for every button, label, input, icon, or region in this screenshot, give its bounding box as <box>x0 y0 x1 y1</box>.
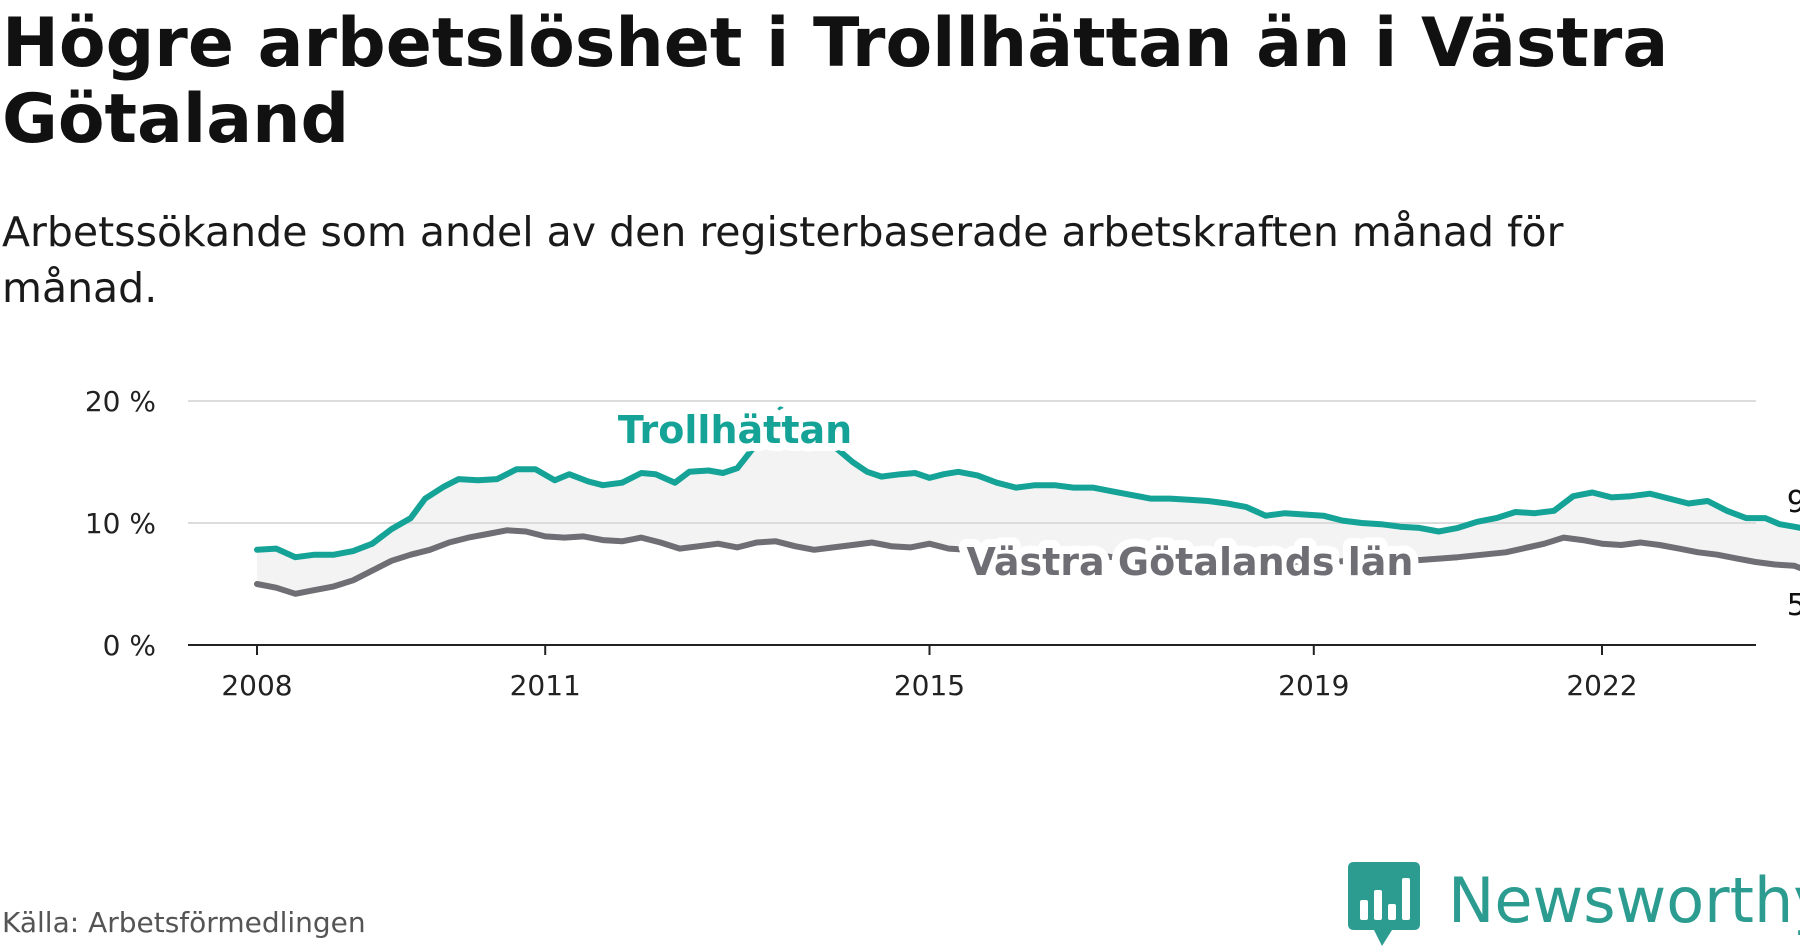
chart-subtitle: Arbetssökande som andel av den registerb… <box>2 208 1564 312</box>
series-line-vastra-gotaland <box>254 527 1800 597</box>
y-tick-label: 20 % <box>85 385 156 418</box>
end-label-vastra-gotaland: 5,8 % <box>1787 588 1800 623</box>
line-chart: 9,1 % 5,8 % Trollhättan Västra Götalands lä… <box>85 385 1800 702</box>
x-tick-label: 2015 <box>894 669 965 702</box>
end-label-trollhattan: 9,1 % <box>1787 485 1800 520</box>
source-note: Källa: Arbetsförmedlingen <box>2 906 366 939</box>
difference-band <box>257 409 1800 594</box>
brand-name: Newsworthy <box>1448 864 1800 937</box>
series-label-vastra-gotaland: Västra Götalands län <box>967 540 1414 584</box>
x-tick-label: 2019 <box>1278 669 1349 702</box>
series-line-trollhattan <box>254 406 1800 561</box>
x-tick-label: 2011 <box>510 669 581 702</box>
series-label-trollhattan: Trollhättan <box>618 408 852 452</box>
y-tick-label: 10 % <box>85 507 156 540</box>
x-tick-label: 2008 <box>221 669 292 702</box>
chart-title: Högre arbetslöshet i Trollhättan än i Vä… <box>2 4 1669 159</box>
y-tick-label: 0 % <box>103 629 156 662</box>
x-tick-label: 2022 <box>1566 669 1637 702</box>
newsworthy-logo-icon <box>1348 862 1420 946</box>
